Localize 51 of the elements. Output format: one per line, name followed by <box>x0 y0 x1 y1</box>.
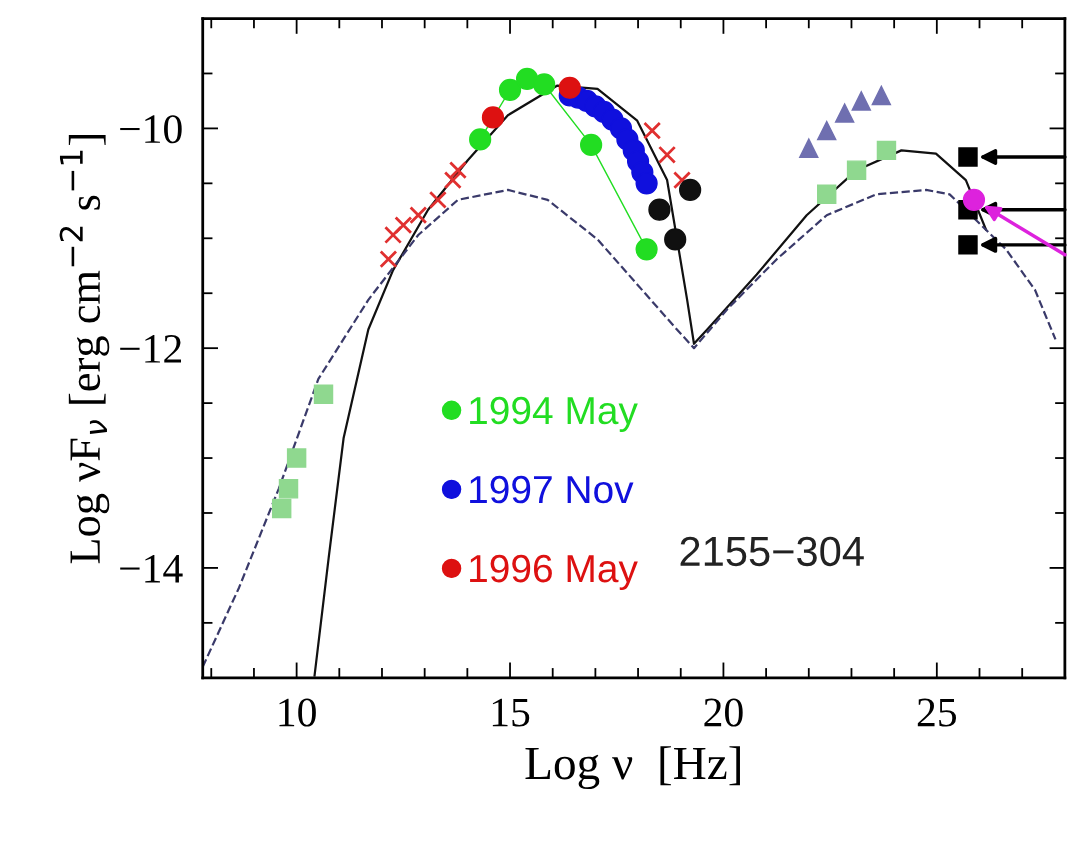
point <box>428 190 447 209</box>
point <box>533 73 556 96</box>
point <box>635 172 658 195</box>
point <box>846 160 867 180</box>
point <box>635 238 658 261</box>
x-tick-label: 10 <box>279 698 316 727</box>
annotation: 2155−304 <box>680 536 864 567</box>
legend-label: 1996 May <box>470 554 638 591</box>
legend-label: 1994 May <box>470 396 638 433</box>
x-tick-label: 25 <box>917 698 957 727</box>
point <box>799 138 819 158</box>
point <box>834 103 855 123</box>
point <box>648 198 671 221</box>
point <box>278 479 299 499</box>
point <box>851 91 872 111</box>
point <box>286 448 307 468</box>
line-series <box>202 188 1057 668</box>
point <box>448 161 467 180</box>
point <box>313 384 334 405</box>
point <box>379 250 398 269</box>
point <box>962 188 986 211</box>
y-axis-title: Log νF$_{ν}$ [erg cm$^{−2}$ s$^{−1}$] <box>59 135 110 564</box>
point <box>271 498 292 519</box>
point <box>958 235 978 255</box>
point <box>876 140 897 161</box>
point <box>816 120 837 141</box>
point <box>469 128 492 151</box>
x-tick-label: 20 <box>704 698 743 727</box>
y-tick-label: −10 <box>120 115 182 144</box>
point <box>958 147 978 167</box>
point <box>643 121 662 140</box>
point <box>871 85 892 106</box>
x-axis-title: Log ν [Hz] <box>525 746 740 790</box>
point <box>658 145 677 164</box>
point <box>409 206 428 225</box>
point <box>384 225 403 245</box>
y-tick-label: −14 <box>120 554 183 583</box>
point <box>816 184 837 205</box>
point <box>481 106 505 129</box>
point <box>443 171 462 190</box>
point <box>498 78 522 102</box>
point <box>673 171 692 190</box>
point <box>580 133 603 156</box>
legend-label: 1997 Nov <box>470 475 634 504</box>
point <box>558 76 581 99</box>
y-tick-label: −12 <box>120 335 181 363</box>
point <box>679 178 702 202</box>
point <box>515 67 539 91</box>
x-tick-label: 15 <box>492 698 530 727</box>
point <box>394 216 413 235</box>
point <box>664 228 687 251</box>
